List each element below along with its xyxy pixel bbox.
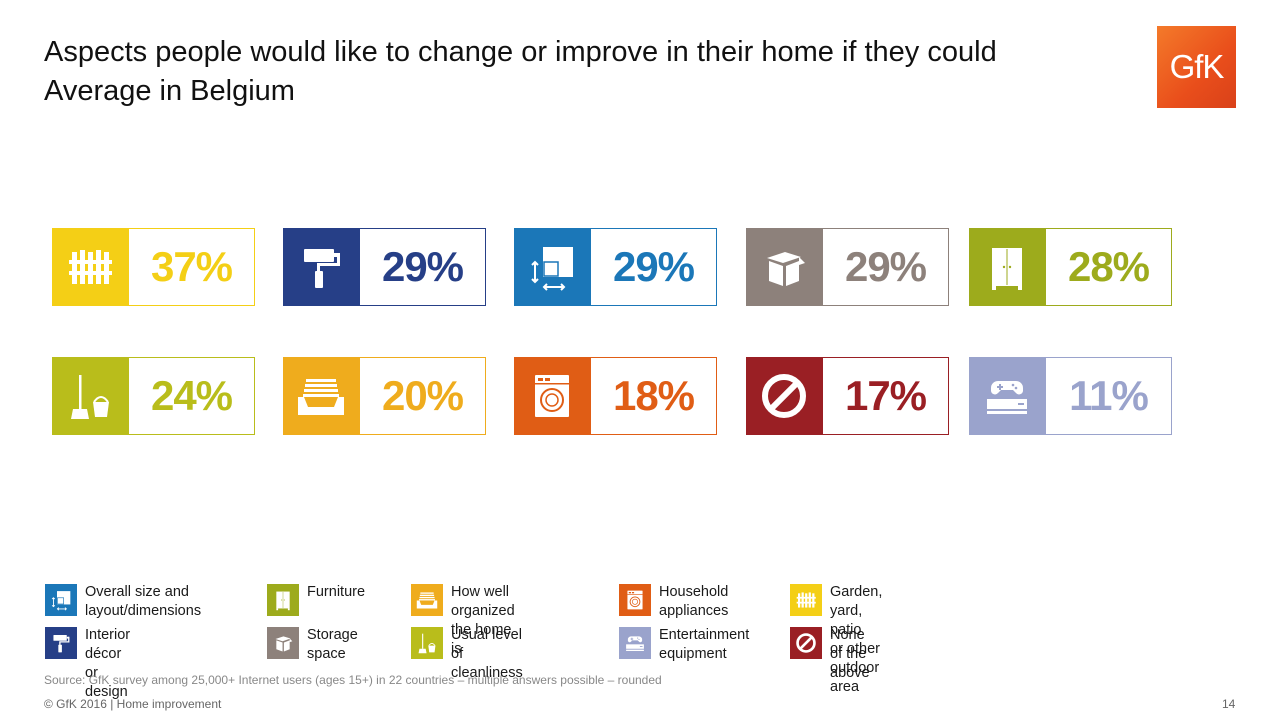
tile-size: 29%	[513, 227, 717, 306]
tile-storage: 29%	[745, 227, 949, 306]
tile-entertainment: 11%	[968, 356, 1172, 435]
legend-paint-roller-icon	[45, 627, 77, 659]
tile-organized: 20%	[282, 356, 486, 435]
title-line-2: Average in Belgium	[44, 75, 295, 107]
legend-drawer-icon	[411, 584, 443, 616]
fence-icon	[51, 227, 129, 306]
mop-bucket-icon	[51, 356, 129, 435]
legend-mop-bucket-icon	[411, 627, 443, 659]
legend-label-entertainment: Entertainment equipment	[659, 627, 750, 662]
footer-copyright: © GfK 2016 | Home improvement	[44, 697, 222, 711]
page-title: Aspects people would like to change or i…	[44, 33, 997, 111]
dimensions-icon	[513, 227, 591, 306]
wardrobe-icon	[968, 227, 1046, 306]
title-line-1: Aspects people would like to change or i…	[44, 36, 997, 68]
tile-value-none: 17%	[844, 372, 927, 419]
source-note: Source: GfK survey among 25,000+ Interne…	[44, 673, 662, 687]
page-number: 14	[1222, 697, 1236, 711]
tile-value-organized: 20%	[381, 372, 464, 419]
legend-label-storage: Storage space	[307, 627, 358, 662]
tile-value-appliances: 18%	[612, 372, 695, 419]
tile-value-garden: 37%	[150, 243, 233, 290]
legend-wardrobe-icon	[267, 584, 299, 616]
game-console-icon	[968, 356, 1046, 435]
legend-label-interior: Interior décor or design	[85, 627, 131, 700]
paint-roller-icon	[282, 227, 360, 306]
legend-label-appliances: Household appliances	[659, 584, 729, 619]
tile-appliances: 18%	[513, 356, 717, 435]
tile-interior: 29%	[282, 227, 486, 306]
washing-machine-icon	[513, 356, 591, 435]
tile-value-size: 29%	[612, 243, 695, 290]
legend-fence-icon	[790, 584, 822, 616]
tile-cleanliness: 24%	[51, 356, 255, 435]
legend-label-size: Overall size and layout/dimensions	[85, 584, 202, 619]
tile-value-furniture: 28%	[1067, 243, 1150, 290]
tile-value-storage: 29%	[844, 243, 927, 290]
legend-prohibited-icon	[790, 627, 822, 659]
legend-game-console-icon	[619, 627, 651, 659]
tile-furniture: 28%	[968, 227, 1172, 306]
tile-none: 17%	[745, 356, 949, 435]
tile-garden: 37%	[51, 227, 255, 306]
legend-label-garden: Garden, yard, patio or other outdoor are…	[830, 584, 883, 695]
legend-washing-machine-icon	[619, 584, 651, 616]
legend-dimensions-icon	[45, 584, 77, 616]
legend-label-cleanliness: Usual level of cleanliness	[451, 627, 523, 681]
tile-value-cleanliness: 24%	[150, 372, 233, 419]
legend-box-icon	[267, 627, 299, 659]
logo-text: GfK	[1169, 48, 1225, 85]
legend-label-furniture: Furniture	[307, 584, 366, 600]
tile-value-interior: 29%	[381, 243, 464, 290]
gfk-logo: GfK	[1157, 26, 1236, 108]
drawer-icon	[282, 356, 360, 435]
tile-value-entertainment: 11%	[1069, 372, 1149, 419]
legend-label-organized: How well organized the home is	[451, 584, 515, 657]
box-icon	[745, 227, 823, 306]
prohibited-icon	[745, 356, 823, 435]
legend-label-none: None of the above	[830, 627, 870, 681]
